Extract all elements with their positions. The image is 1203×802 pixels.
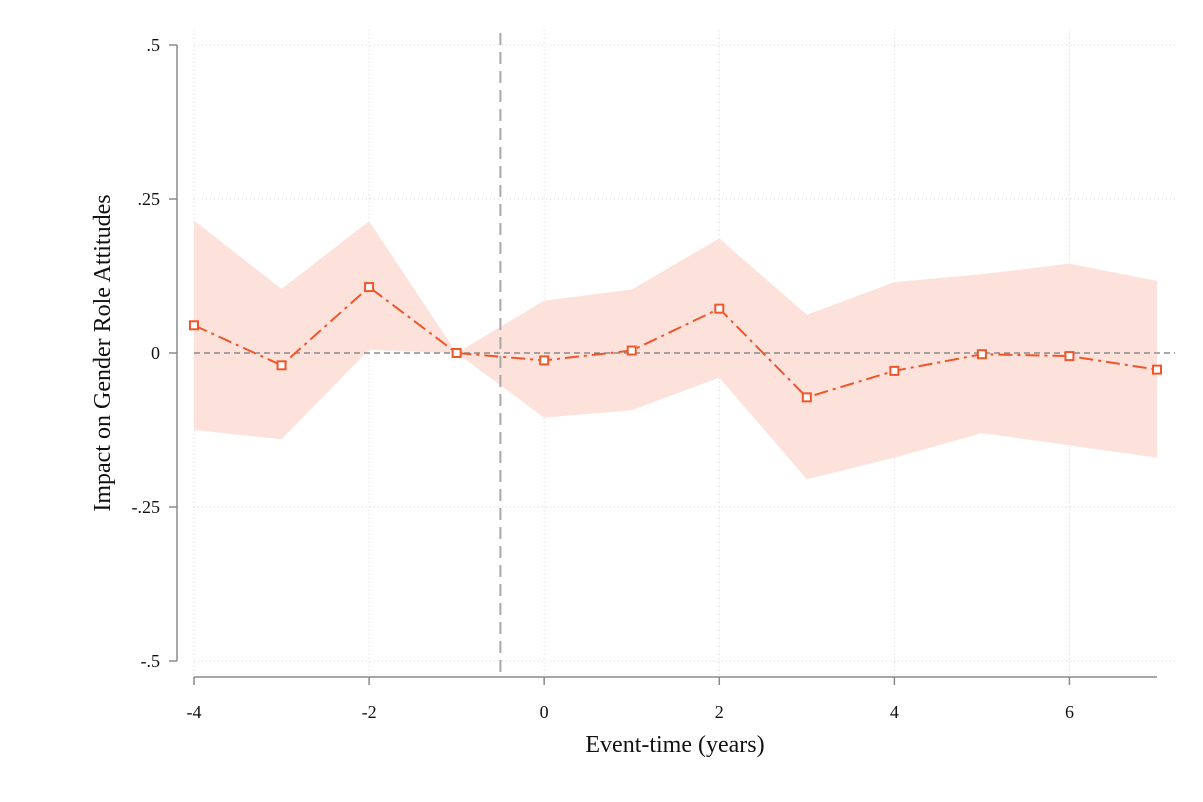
x-tick-label: -2 bbox=[362, 702, 377, 722]
x-axis-title: Event-time (years) bbox=[585, 732, 764, 758]
reference-layer bbox=[194, 33, 1175, 677]
estimate-point bbox=[451, 348, 462, 358]
estimate-point bbox=[801, 392, 812, 403]
x-tick-label: -4 bbox=[187, 702, 202, 722]
estimate-point bbox=[1064, 351, 1075, 362]
estimate-point bbox=[714, 303, 725, 314]
estimate-line bbox=[193, 285, 1158, 399]
estimate-point bbox=[364, 282, 375, 293]
y-tick-label: .25 bbox=[138, 189, 161, 209]
estimate-point bbox=[189, 320, 199, 331]
y-tick-label: -.5 bbox=[141, 651, 161, 671]
ci-layer bbox=[194, 220, 1157, 480]
x-tick-label: 2 bbox=[715, 702, 724, 722]
estimate-point bbox=[976, 349, 987, 360]
estimate-point bbox=[1152, 364, 1162, 375]
y-tick-label: 0 bbox=[151, 343, 160, 363]
estimate-point bbox=[539, 355, 550, 366]
x-tick-label: 4 bbox=[890, 702, 899, 722]
tick-label-layer: .5 .25 0 -.25 -.5 -4 -2 0 2 4 6 bbox=[132, 35, 1074, 722]
y-tick-label: .5 bbox=[147, 35, 161, 55]
y-tick-label: -.25 bbox=[132, 497, 161, 517]
estimate-point bbox=[889, 365, 900, 376]
estimate-point bbox=[626, 345, 637, 356]
x-tick-label: 6 bbox=[1065, 702, 1074, 722]
x-tick-label: 0 bbox=[540, 702, 549, 722]
confidence-band bbox=[194, 220, 1157, 480]
y-axis-title: Impact on Gender Role Attitudes bbox=[90, 194, 116, 511]
series-layer bbox=[189, 282, 1162, 403]
estimate-point bbox=[276, 360, 287, 371]
